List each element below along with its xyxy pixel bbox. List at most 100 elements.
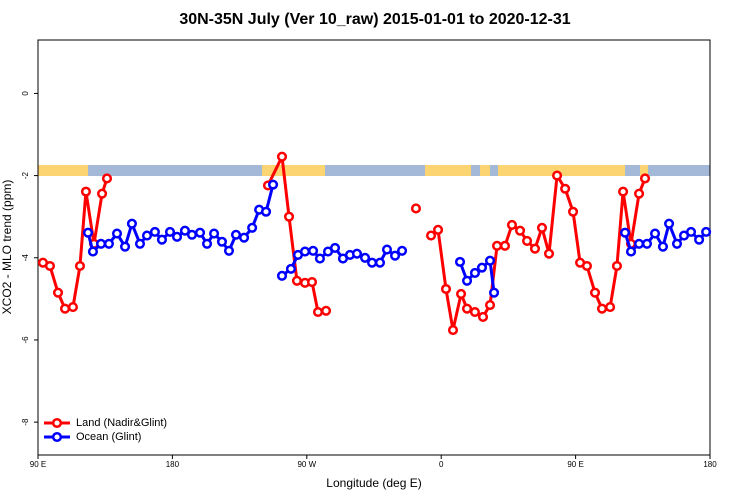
x-tick-label: 90 E <box>567 460 583 469</box>
point <box>425 230 437 241</box>
point <box>276 270 288 281</box>
point <box>671 238 683 249</box>
point <box>44 260 55 272</box>
point <box>239 232 250 243</box>
point <box>247 222 258 233</box>
point <box>283 211 295 222</box>
point <box>492 240 503 251</box>
point <box>149 226 160 237</box>
point <box>52 287 64 298</box>
y-axis-title: XCO2 - MLO trend (ppm) <box>0 180 14 315</box>
point <box>484 299 496 311</box>
point <box>276 151 288 162</box>
point <box>461 303 473 314</box>
point <box>611 260 623 272</box>
point <box>381 244 393 255</box>
point <box>209 228 220 239</box>
point <box>522 235 533 246</box>
legend-swatch-point <box>51 431 63 443</box>
point <box>477 311 489 322</box>
point <box>359 252 371 263</box>
point <box>581 260 592 272</box>
point <box>625 246 637 257</box>
y-tick-label: -8 <box>21 418 30 426</box>
point <box>605 302 616 313</box>
land-ocean-strip <box>38 165 710 176</box>
point <box>469 267 480 279</box>
y-tick-label: -6 <box>21 336 30 344</box>
point <box>484 255 496 266</box>
point <box>543 248 555 259</box>
point <box>59 303 71 314</box>
point <box>201 238 213 249</box>
x-tick-label: 90 W <box>297 460 316 469</box>
plot-frame <box>37 39 711 456</box>
point <box>506 219 518 230</box>
point <box>634 238 645 249</box>
point <box>456 288 467 299</box>
x-tick-label: 90 E <box>30 460 46 469</box>
land-strip <box>480 165 490 176</box>
point <box>514 225 526 236</box>
point <box>529 243 541 254</box>
point <box>685 226 697 237</box>
chart-title: 30N-35N July (Ver 10_raw) 2015-01-01 to … <box>179 11 570 28</box>
ocean-strip <box>38 165 710 176</box>
point <box>619 227 631 238</box>
legend-label: Ocean (Glint) <box>76 431 141 443</box>
point <box>306 276 318 288</box>
point <box>634 188 645 199</box>
point <box>454 256 466 267</box>
point <box>390 250 401 261</box>
point <box>291 275 302 286</box>
y-tick-label: 0 <box>21 91 30 96</box>
point <box>223 245 235 256</box>
point <box>649 228 661 239</box>
x-tick-label: 0 <box>439 460 444 469</box>
point <box>367 257 378 268</box>
point <box>95 238 107 249</box>
point <box>268 179 279 190</box>
point <box>299 246 311 257</box>
land-strip <box>425 165 471 176</box>
x-tick-label: 180 <box>166 460 180 469</box>
point <box>694 234 705 245</box>
x-axis-title: Longitude (deg E) <box>326 476 421 490</box>
point <box>469 306 480 318</box>
point <box>499 240 511 251</box>
point <box>285 263 297 274</box>
point <box>101 173 113 184</box>
point <box>447 325 459 336</box>
point <box>260 206 272 217</box>
point <box>216 236 228 247</box>
land-strip <box>38 165 88 176</box>
point <box>374 257 386 268</box>
point <box>308 245 319 256</box>
point <box>103 238 114 249</box>
point <box>641 238 653 249</box>
point <box>321 305 332 316</box>
point <box>134 238 146 249</box>
point <box>461 275 473 286</box>
point <box>701 226 712 237</box>
point <box>589 287 601 298</box>
land-strip <box>498 165 625 176</box>
land-strip <box>640 165 648 176</box>
point <box>171 231 183 242</box>
point <box>67 302 78 313</box>
point <box>164 226 176 237</box>
legend-label: Land (Nadir&Glint) <box>76 417 167 429</box>
point <box>230 229 242 240</box>
x-tick-label: 180 <box>703 460 717 469</box>
point <box>80 186 91 197</box>
point <box>351 248 363 259</box>
point <box>194 227 206 238</box>
y-tick-label: -4 <box>21 254 30 262</box>
point <box>476 262 488 273</box>
point <box>552 170 563 181</box>
point <box>489 287 500 298</box>
point <box>440 283 452 295</box>
point <box>568 206 579 217</box>
